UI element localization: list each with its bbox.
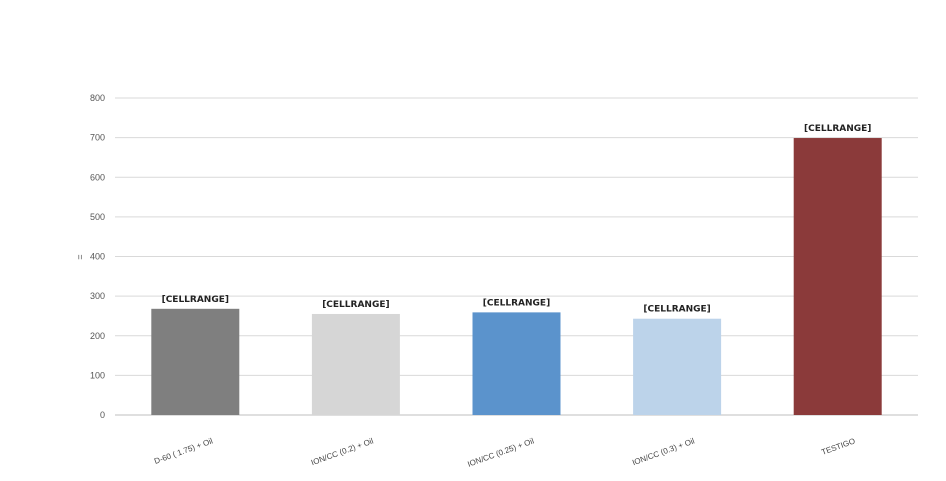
y-axis-label: = bbox=[75, 254, 85, 259]
y-tick-label: 500 bbox=[90, 212, 105, 222]
y-tick-label: 800 bbox=[90, 93, 105, 103]
data-labels: [CELLRANGE] [CELLRANGE] [CELLRANGE] [CELLRA… bbox=[162, 124, 872, 315]
y-tick-label: 400 bbox=[90, 252, 105, 262]
y-tick-label: 0 bbox=[100, 410, 105, 420]
bar bbox=[151, 308, 240, 415]
bar bbox=[472, 312, 561, 415]
x-axis-categories: D-60 ( 1.75) + Oil ION/CC (0.2) + Oil ION/… bbox=[153, 436, 856, 468]
y-tick-label: 100 bbox=[90, 370, 105, 380]
data-label: [CELLRANGE] bbox=[483, 298, 550, 308]
x-category-label: D-60 ( 1.75) + Oil bbox=[153, 436, 214, 466]
x-category-label: ION/CC (0.2) + Oil bbox=[310, 436, 375, 467]
bar bbox=[311, 313, 400, 415]
y-tick-label: 700 bbox=[90, 133, 105, 143]
y-tick-label: 300 bbox=[90, 291, 105, 301]
x-category-label: ION/CC (0.3) + Oil bbox=[631, 436, 696, 467]
gridlines bbox=[115, 97, 918, 416]
data-label: [CELLRANGE] bbox=[162, 295, 229, 305]
x-category-label: TESTIGO bbox=[820, 436, 856, 456]
y-tick-label: 200 bbox=[90, 331, 105, 341]
data-label: [CELLRANGE] bbox=[804, 124, 871, 134]
bar bbox=[633, 318, 722, 415]
x-category-label: ION/CC (0.25) + Oil bbox=[466, 436, 535, 468]
data-label: [CELLRANGE] bbox=[643, 305, 710, 315]
bars bbox=[151, 138, 882, 416]
bar bbox=[793, 138, 882, 416]
y-tick-label: 600 bbox=[90, 172, 105, 182]
y-axis-ticks: 0 100 200 300 400 500 600 700 800 bbox=[90, 93, 105, 420]
data-label: [CELLRANGE] bbox=[322, 300, 389, 310]
